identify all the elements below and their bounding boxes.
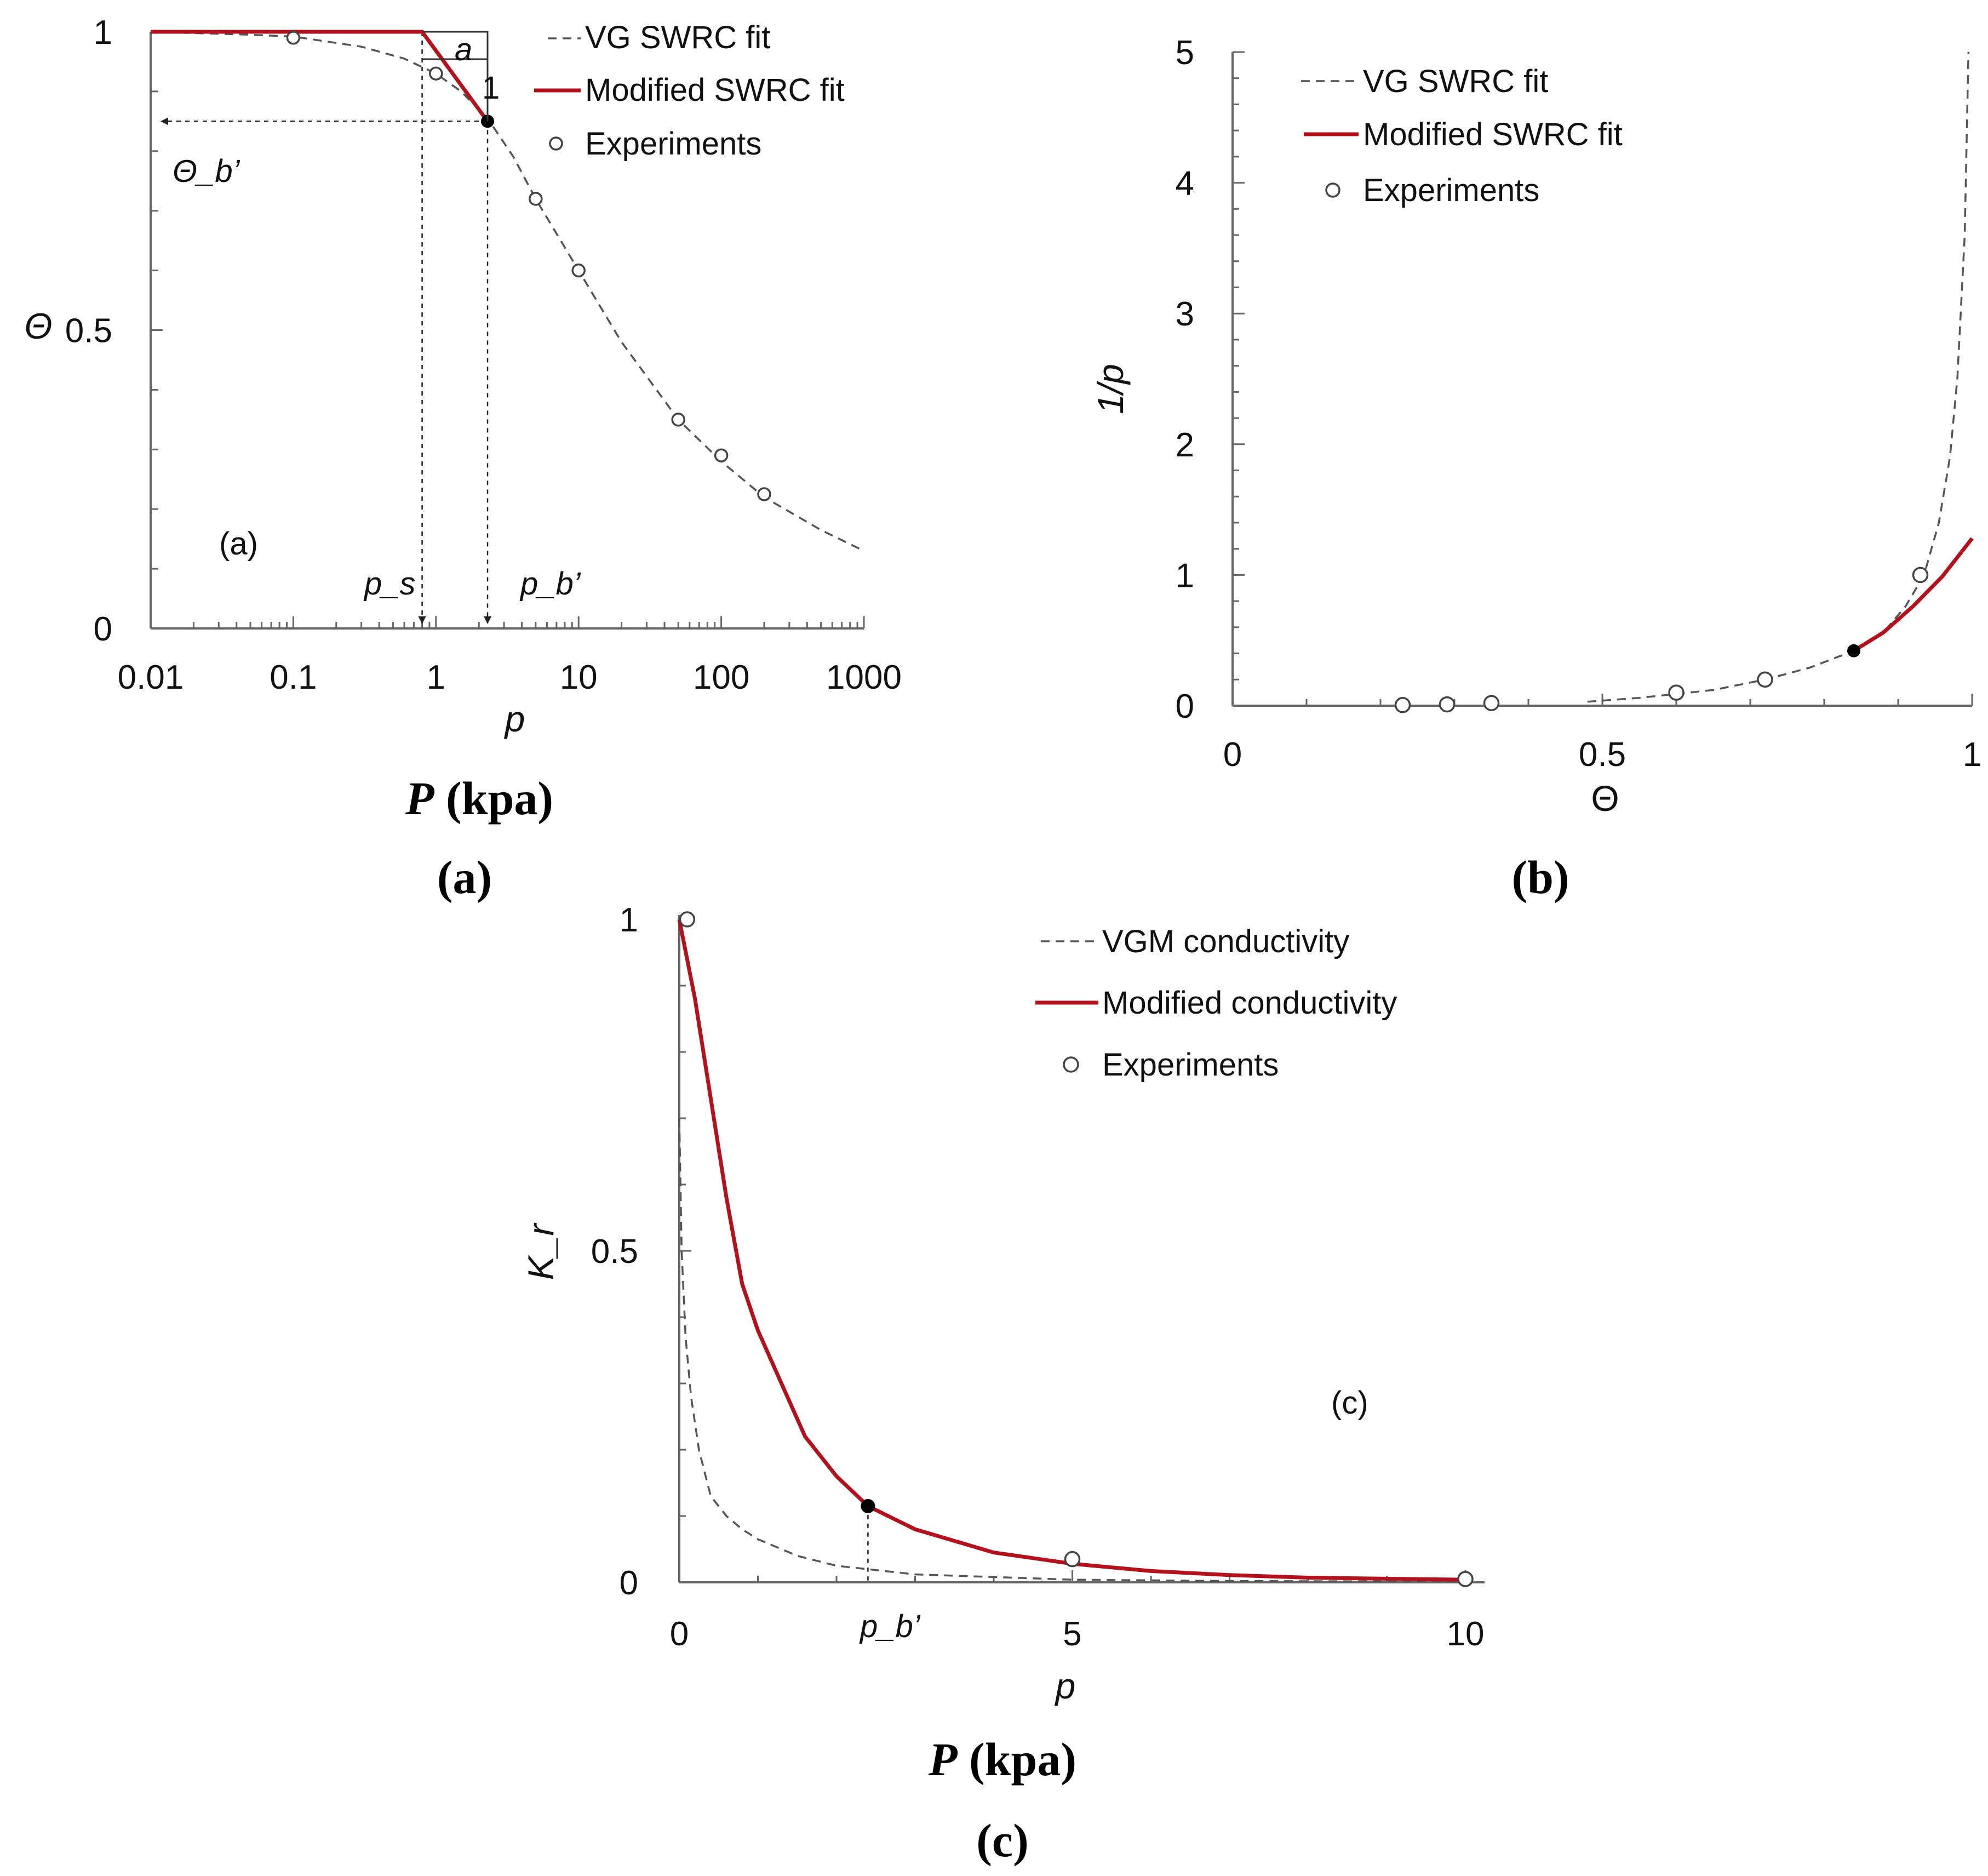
panel-a-legend-mod: Modified SWRC fit — [585, 72, 845, 108]
panel-a: 0.01 0.1 1 10 100 1000 00.51 a 1 Θ_b’ p_s p_b… — [24, 14, 902, 903]
panel-b-experiment-point — [1439, 696, 1456, 713]
panel-a-ps-label: p_s — [363, 566, 416, 602]
panel-c-legend-exp-swatch — [1063, 1056, 1079, 1073]
panel-a-experiment-point — [286, 31, 301, 45]
panel-c-vgm-curve — [678, 1118, 1466, 1583]
panel-b-experiment-point — [1757, 671, 1773, 688]
panel-b-y-tick-label: 0 — [1176, 688, 1194, 725]
panel-a-caption: (a) — [437, 851, 492, 903]
panel-a-y-tick-label: 1 — [94, 14, 112, 52]
panel-b-experiment-point — [1483, 695, 1500, 711]
panel-c-x-tick-labels: 0 5 10 — [670, 1615, 1485, 1653]
panel-a-legend-exp: Experiments — [585, 126, 761, 162]
panel-c-y-tick-label: 0 — [620, 1564, 638, 1602]
panel-c-y-tick-label: 0.5 — [591, 1233, 638, 1271]
panel-a-y-label: Θ — [24, 306, 52, 346]
panel-a-guides — [161, 32, 491, 624]
panel-b-legend-mod: Modified SWRC fit — [1363, 117, 1623, 152]
panel-a-y-tick-label: 0.5 — [65, 312, 112, 350]
panel-c-legend-vgm: VGM conductivity — [1102, 924, 1349, 959]
panel-b-caption: (b) — [1511, 851, 1569, 903]
panel-c-experiment-point — [679, 911, 696, 928]
panel-a-y-tick-labels: 00.51 — [65, 14, 112, 648]
panel-b-vg-curve — [1587, 52, 1970, 703]
panel-a-x-label: p — [504, 699, 525, 739]
panel-c-tag: (c) — [1331, 1385, 1368, 1421]
panel-b-x-tick-labels: 0 0.5 1 — [1223, 736, 1981, 774]
panel-c-x-tick-label: 0 — [670, 1615, 689, 1653]
panel-b-x-label: Θ — [1591, 778, 1619, 819]
panel-a-theta-b-label: Θ_b’ — [173, 153, 240, 189]
panel-c-y-label: K_r — [520, 1222, 561, 1280]
panel-b-legend: VG SWRC fit Modified SWRC fit Experiment… — [1301, 64, 1623, 208]
panel-b-experiment-point — [1668, 684, 1685, 701]
panel-b-y-tick-label: 3 — [1176, 295, 1194, 333]
panel-a-x-tick-label: 0.1 — [270, 659, 317, 696]
panel-b-x-tick-label: 0 — [1223, 736, 1242, 774]
panel-a-legend: VG SWRC fit Modified SWRC fit Experiment… — [534, 20, 845, 162]
panel-b-y-tick-label: 4 — [1176, 165, 1194, 203]
panel-c-x-tick-label: 5 — [1063, 1615, 1081, 1653]
panel-b-x-tick-label: 1 — [1963, 736, 1981, 774]
panel-a-experiment-point — [571, 263, 586, 278]
panel-b-modified-curve — [1853, 537, 1974, 653]
panel-a-experiment-point — [429, 66, 443, 81]
panel-b-y-tick-labels: 0 1 2 3 4 5 — [1176, 34, 1194, 725]
panel-a-x-tick-labels: 0.01 0.1 1 10 100 1000 — [118, 659, 902, 696]
panel-c: 0 5 10 00.51 p_b’ (c) p K_r VGM conductivi… — [520, 901, 1485, 1867]
panel-a-experiment-point — [529, 192, 543, 206]
panel-c-pb-label: p_b’ — [859, 1609, 921, 1644]
panel-b-legend-vg: VG SWRC fit — [1363, 64, 1548, 99]
panel-a-pb-label: p_b’ — [519, 566, 581, 602]
panel-b-y-label: 1/p — [1090, 364, 1131, 414]
panel-c-experiment-points — [679, 911, 1474, 1587]
panel-a-slope-triangle — [422, 31, 489, 122]
panel-a-experiment-point — [757, 487, 771, 501]
panel-c-y-tick-labels: 00.51 — [591, 901, 638, 1602]
panel-a-x-tick-label: 1 — [427, 659, 445, 696]
panel-b-breakpoint — [1847, 644, 1860, 657]
panel-c-legend: VGM conductivity Modified conductivity E… — [1035, 924, 1397, 1083]
panel-a-legend-exp-swatch — [549, 136, 563, 151]
panel-a-tag: (a) — [219, 526, 258, 562]
panel-b-y-tick-label: 2 — [1176, 426, 1194, 464]
panel-b-legend-exp-swatch — [1325, 182, 1340, 198]
panel-a-slope-a: a — [455, 32, 472, 67]
panel-a-experiment-points — [286, 31, 771, 501]
panel-b-experiment-points — [1394, 567, 1929, 713]
panel-a-vg-curve — [150, 31, 864, 552]
panel-c-legend-mod: Modified conductivity — [1102, 985, 1397, 1021]
panel-b-legend-exp: Experiments — [1363, 173, 1539, 208]
panel-c-breakpoint — [861, 1498, 875, 1513]
panel-c-x-label: p — [1055, 1666, 1076, 1706]
panel-c-caption: (c) — [976, 1814, 1028, 1867]
panel-c-modified-curve — [677, 919, 1466, 1582]
panel-a-caption-axis: P (kpa) — [405, 772, 553, 825]
panel-b-y-tick-label: 1 — [1176, 557, 1194, 594]
panel-b-x-tick-label: 0.5 — [1579, 736, 1626, 774]
panel-a-x-tick-label: 0.01 — [118, 659, 184, 696]
panel-a-experiment-point — [671, 413, 685, 427]
panel-b-y-tick-label: 5 — [1176, 34, 1194, 72]
panel-a-experiment-point — [714, 448, 729, 462]
panel-b-experiment-point — [1394, 697, 1411, 713]
panel-b-experiment-point — [1912, 567, 1929, 584]
panel-c-experiment-point — [1457, 1571, 1474, 1587]
panel-c-caption-axis: P (kpa) — [928, 1733, 1076, 1786]
panel-c-legend-exp: Experiments — [1102, 1047, 1279, 1083]
panel-c-x-tick-label: 10 — [1447, 1615, 1485, 1653]
panel-a-x-tick-label: 1000 — [826, 659, 902, 696]
panel-a-y-tick-label: 0 — [94, 610, 112, 648]
panel-c-y-tick-label: 1 — [620, 901, 638, 939]
panel-a-legend-vg: VG SWRC fit — [585, 20, 770, 55]
panel-a-x-tick-label: 100 — [693, 659, 749, 696]
panel-a-slope-one: 1 — [482, 70, 500, 106]
panel-a-x-tick-label: 10 — [560, 659, 598, 696]
panel-c-experiment-point — [1064, 1551, 1081, 1568]
